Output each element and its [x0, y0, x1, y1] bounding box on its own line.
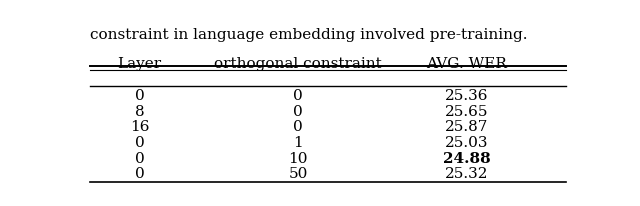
- Text: 0: 0: [293, 105, 303, 119]
- Text: 0: 0: [134, 89, 145, 103]
- Text: orthogonal constraint: orthogonal constraint: [214, 57, 382, 71]
- Text: 25.36: 25.36: [445, 89, 488, 103]
- Text: 24.88: 24.88: [443, 152, 491, 166]
- Text: 1: 1: [293, 136, 303, 150]
- Text: 25.87: 25.87: [445, 121, 488, 135]
- Text: 0: 0: [134, 167, 145, 181]
- Text: AVG. WER: AVG. WER: [426, 57, 508, 71]
- Text: 10: 10: [289, 152, 308, 166]
- Text: 0: 0: [293, 89, 303, 103]
- Text: 50: 50: [289, 167, 308, 181]
- Text: 25.65: 25.65: [445, 105, 488, 119]
- Text: 0: 0: [134, 152, 145, 166]
- Text: constraint in language embedding involved pre-training.: constraint in language embedding involve…: [90, 28, 527, 42]
- Text: Layer: Layer: [118, 57, 161, 71]
- Text: 8: 8: [134, 105, 145, 119]
- Text: 25.32: 25.32: [445, 167, 488, 181]
- Text: 0: 0: [293, 121, 303, 135]
- Text: 25.03: 25.03: [445, 136, 488, 150]
- Text: 16: 16: [130, 121, 149, 135]
- Text: 0: 0: [134, 136, 145, 150]
